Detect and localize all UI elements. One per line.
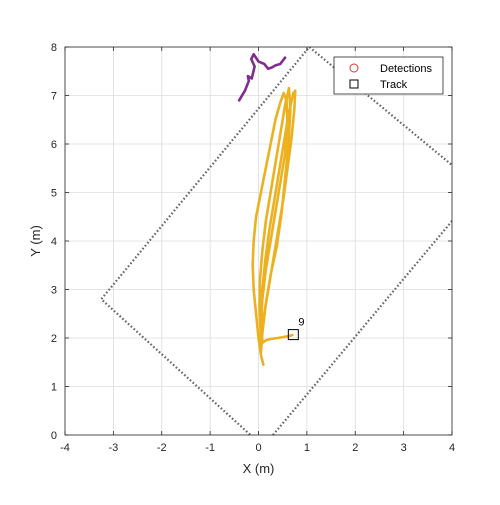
series-group — [237, 52, 297, 366]
x-tick-label: 4 — [449, 442, 455, 454]
y-axis-label: Y (m) — [28, 225, 43, 257]
y-tick-label: 7 — [51, 91, 57, 103]
x-tick-label: 2 — [352, 442, 358, 454]
legend-track-marker — [349, 79, 359, 89]
x-tick-label: -3 — [108, 442, 118, 454]
x-tick-label: -4 — [60, 442, 70, 454]
y-tick-label: 1 — [51, 382, 57, 394]
series-line-1 — [251, 86, 297, 366]
series-line-2 — [237, 52, 287, 102]
x-tick-label: -2 — [157, 442, 167, 454]
x-tick-label: 1 — [304, 442, 310, 454]
y-tick-label: 5 — [51, 188, 57, 200]
axis-ticks: -4 -3 -2 -1 0 1 2 3 4 0 1 2 3 4 5 6 7 8 — [51, 42, 455, 454]
track-marker-label: 9 — [298, 317, 304, 329]
x-tick-label: -1 — [205, 442, 215, 454]
y-tick-label: 8 — [51, 42, 57, 54]
y-tick-label: 0 — [51, 430, 57, 442]
legend-detections-marker — [349, 63, 359, 73]
legend-label: Track — [380, 79, 408, 91]
y-tick-label: 3 — [51, 285, 57, 297]
y-tick-label: 6 — [51, 139, 57, 151]
y-tick-label: 2 — [51, 333, 57, 345]
track-marker-group: 9 — [287, 317, 304, 341]
legend: Detections Track — [333, 56, 444, 95]
x-tick-label: 3 — [401, 442, 407, 454]
track-marker — [287, 329, 299, 341]
x-tick-label: 0 — [255, 442, 261, 454]
legend-label: Detections — [380, 63, 432, 75]
x-axis-label: X (m) — [243, 461, 275, 476]
y-tick-label: 4 — [51, 236, 57, 248]
